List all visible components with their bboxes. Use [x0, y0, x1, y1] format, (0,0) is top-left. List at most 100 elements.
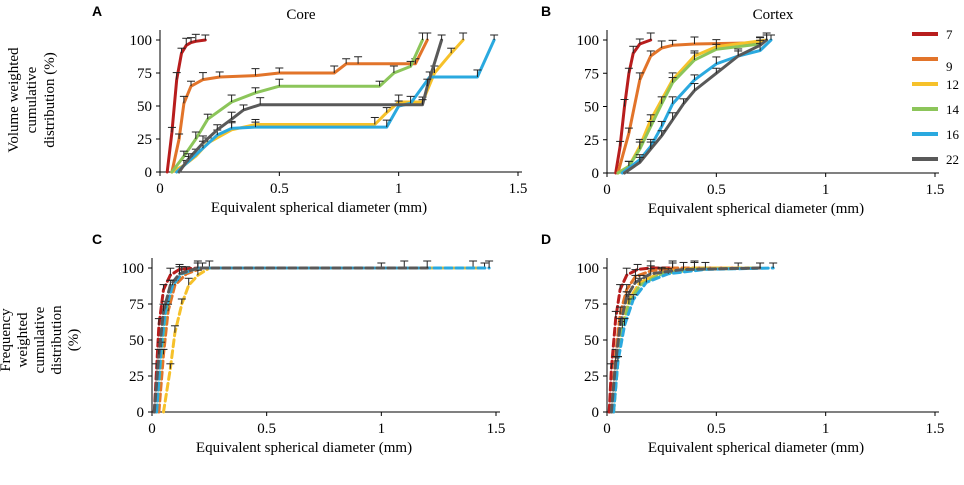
panel-c-series-22: [152, 266, 429, 414]
legend-label: 22: [946, 152, 959, 167]
panel-a-ytick-label: 100: [130, 33, 153, 49]
panel-c-ytick-label: 50: [129, 333, 144, 349]
panel-d-xtick-label: 0.5: [707, 421, 726, 437]
panel-c-xlabel: Equivalent spherical diameter (mm): [196, 440, 412, 456]
panel-a-series-7-error-bar: [201, 34, 210, 40]
panel-b-series-14-error-bar: [657, 96, 666, 104]
panel-a-series-22-error-bar: [198, 135, 207, 143]
ylabel-top: Volume weighted cumulative distribution …: [6, 47, 58, 153]
panel-d-series-9-error-bar: [622, 284, 631, 290]
panel-c-series-14: [155, 266, 406, 414]
panel-b-series-16-error-bar: [712, 56, 721, 64]
panel-c-ytick-label: 100: [122, 261, 145, 277]
panel-d-series-22-error-bar: [646, 268, 655, 274]
panel-a-series-22-error-bar: [184, 153, 193, 159]
panel-c-series-16: [155, 266, 491, 414]
panel-b-series-22-error-bar: [690, 83, 699, 91]
panel-d-series-7-error-bar: [611, 310, 620, 319]
panel-b-series-22-error-bar: [762, 32, 771, 40]
panel-b-ytick-label: 50: [584, 100, 599, 116]
panel-a-series-7-error-bar: [167, 126, 176, 133]
panel-b-series-12-error-bar: [646, 114, 655, 120]
panel-c-ytick-label: 0: [137, 405, 145, 421]
panel-a-ytick-label: 75: [137, 66, 152, 82]
panel-b-series-22-error-bar: [679, 98, 688, 104]
panel-a-series-16-error-bar: [382, 119, 391, 128]
panel-a-series-12-error-bar: [382, 107, 391, 113]
panel-a-series-9-error-bar: [175, 133, 184, 139]
legend-label: 16: [946, 127, 960, 142]
legend-item-7: 7: [912, 27, 953, 42]
panel-a-series-9-error-bar: [251, 68, 260, 76]
panel-d-xlabel: Equivalent spherical diameter (mm): [648, 440, 864, 456]
panel-b-series-16-error-bar: [690, 74, 699, 80]
panel-d-series-22-error-bar: [622, 291, 631, 297]
panel-a-series-7-error-bar: [182, 37, 191, 46]
panel-a-series-14-error-bar: [203, 113, 212, 120]
panel-b-series-22-error-bar: [734, 48, 743, 56]
panel-c-series-7-error-bar: [159, 284, 168, 290]
panel-c-series-22-error-bar: [159, 303, 168, 312]
legend: 7 9 12 14 16 22: [912, 27, 960, 167]
panel-d-series-22-error-bar: [616, 318, 625, 326]
panel-b-series-9-error-bar: [668, 39, 677, 46]
panel-b-series-12: [616, 38, 769, 175]
panel-c-series-16-error-bar: [485, 260, 494, 268]
ylabel-top-line-1: Volume weighted: [6, 47, 22, 153]
panel-a-series-16-error-bar: [473, 69, 482, 77]
panel-d-series-22-error-bar: [631, 274, 640, 283]
panel-b-xlabel: Equivalent spherical diameter (mm): [648, 201, 864, 217]
panel-c-series-12-error-bar: [184, 277, 193, 286]
panel-a-series-12-error-bar: [459, 32, 468, 40]
panel-letter-b: B: [541, 3, 551, 19]
panel-b-ytick-label: 100: [577, 33, 600, 49]
legend-label: 14: [946, 102, 960, 117]
panel-a-series-14-error-bar: [191, 131, 200, 139]
panel-a-series-14-error-bar: [275, 78, 284, 87]
panel-d-xtick-label: 1: [822, 421, 830, 437]
panel-b-xtick-label: 1.5: [926, 182, 945, 198]
panel-d-series-7-error-bar: [622, 267, 631, 276]
panel-a-series-22-error-bar: [239, 104, 248, 110]
panel-a-xtick-label: 0: [156, 181, 164, 197]
panel-a-series-14-error-bar: [375, 80, 384, 87]
panel-b-series-9-error-bar: [635, 72, 644, 80]
panel-b-series-14-error-bar: [668, 77, 677, 83]
panel-a-series-9-error-bar: [187, 80, 196, 87]
panel-letter-d: D: [541, 231, 551, 247]
panel-d-series-22: [609, 266, 762, 414]
panel-c-series-12-error-bar: [170, 325, 179, 333]
panel-b-series-16: [620, 38, 773, 175]
panel-d-series-9: [609, 266, 740, 414]
panel-b-series-16-error-bar: [657, 120, 666, 127]
panel-d-ytick-label: 0: [592, 405, 600, 421]
panel-b-series-22-error-bar: [668, 112, 677, 120]
ylabel-top-line-2: cumulative: [24, 66, 40, 133]
panel-a-series-14-error-bar: [179, 150, 188, 157]
panel-b-series-14-error-bar: [635, 141, 644, 150]
panel-b-series-22-error-bar: [712, 67, 721, 74]
panel-a-ytick-label: 25: [137, 132, 152, 148]
panel-b-xtick-label: 1: [822, 182, 830, 198]
panel-a-title: Core: [286, 7, 316, 23]
panel-b-series-16-error-bar: [767, 34, 775, 40]
panel-b-series-9-error-bar: [690, 36, 699, 44]
panel-a-core: 0 25 50 75 100 0 0.5 1 1.5 Equivalent spherical d…: [130, 30, 527, 216]
panel-a-series-16: [175, 38, 496, 174]
ylabel-bottom-line-1: Frequency: [0, 308, 14, 372]
panel-a-series-9-error-bar: [198, 72, 207, 80]
panel-c: 0 25 50 75 100 0 0.5 1 1.5 Equivalent spherical d…: [122, 258, 505, 456]
panel-d-series-22-error-bar: [756, 262, 765, 268]
panel-c-xtick-label: 1: [378, 421, 386, 437]
panel-c-ytick-label: 25: [129, 369, 144, 385]
panel-a-series-9-error-bar: [179, 95, 188, 104]
panel-d-xtick-label: 1.5: [926, 421, 945, 437]
panel-a-series-14-error-bar: [418, 32, 427, 40]
panel-c-series-12-error-bar: [177, 298, 186, 304]
panel-c-series-9: [157, 266, 475, 414]
panel-b-series-22-error-bar: [635, 156, 644, 163]
panel-a-series-12-error-bar: [447, 47, 456, 54]
panel-b-series-7-error-bar: [616, 140, 625, 147]
panel-a-series-9-error-bar: [342, 58, 351, 64]
